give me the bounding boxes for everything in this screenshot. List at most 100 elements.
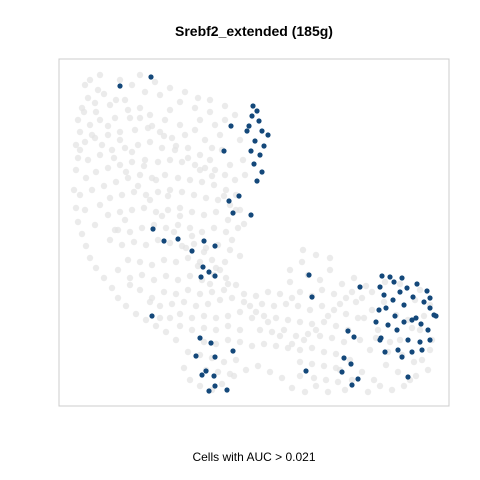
background-cell-point <box>122 168 130 176</box>
background-cell-point <box>310 374 318 382</box>
background-cell-point <box>118 241 126 249</box>
background-cell-point <box>350 274 358 282</box>
background-cell-point <box>72 204 80 212</box>
background-cell-point <box>206 280 214 288</box>
background-cell-point <box>104 164 112 172</box>
background-cell-point <box>240 220 248 228</box>
background-cell-point <box>100 274 108 282</box>
background-cell-point <box>116 161 124 169</box>
highlighted-cell-point <box>197 335 203 341</box>
background-cell-point <box>298 258 306 266</box>
background-cell-point <box>146 111 154 119</box>
background-cell-point <box>234 224 242 232</box>
background-cell-point <box>232 281 240 289</box>
background-cell-point <box>330 306 338 314</box>
background-cell-point <box>130 188 138 196</box>
highlighted-cell-point <box>149 313 155 319</box>
background-cell-point <box>176 121 184 129</box>
background-cell-point <box>380 298 388 306</box>
highlighted-cell-point <box>427 305 433 311</box>
x-axis-label: Cells with AUC > 0.021 <box>192 450 315 464</box>
background-cell-point <box>354 314 362 322</box>
background-cell-point <box>208 172 216 180</box>
background-cell-point <box>364 388 372 396</box>
background-cell-point <box>374 326 382 334</box>
highlighted-cell-point <box>357 284 363 290</box>
background-cell-point <box>82 174 90 182</box>
highlighted-cell-point <box>193 353 199 359</box>
background-cell-point <box>116 136 124 144</box>
background-cell-point <box>94 86 102 94</box>
background-cell-point <box>124 256 132 264</box>
background-cell-point <box>191 126 199 134</box>
background-cell-point <box>336 300 344 308</box>
background-cell-point <box>418 356 426 364</box>
highlighted-cell-point <box>413 315 419 321</box>
background-cell-point <box>112 178 120 186</box>
background-cell-point <box>400 382 408 390</box>
background-cell-point <box>106 101 114 109</box>
background-cell-point <box>81 81 89 89</box>
background-cell-point <box>150 276 158 284</box>
background-cell-point <box>166 314 174 322</box>
highlighted-cell-point <box>339 369 345 375</box>
background-cell-point <box>96 151 104 159</box>
background-cell-point <box>206 96 214 104</box>
background-cell-point <box>188 326 196 334</box>
background-cell-point <box>104 211 112 219</box>
background-cell-point <box>104 131 112 139</box>
background-cell-point <box>72 141 80 149</box>
background-cell-point <box>124 174 132 182</box>
background-cell-point <box>84 94 92 102</box>
background-cell-point <box>190 240 198 248</box>
background-cell-point <box>126 281 134 289</box>
background-cell-point <box>264 318 272 326</box>
background-cell-point <box>166 106 174 114</box>
background-cell-point <box>176 204 184 212</box>
background-cell-point <box>194 94 202 102</box>
background-cell-point <box>224 216 232 224</box>
background-cell-point <box>86 254 94 262</box>
background-cell-point <box>201 136 209 144</box>
background-cell-point <box>98 141 106 149</box>
background-cell-point <box>136 286 144 294</box>
background-cell-point <box>166 156 174 164</box>
background-cell-point <box>308 344 316 352</box>
background-cell-point <box>416 286 424 294</box>
background-cell-point <box>288 340 296 348</box>
background-cell-point <box>224 312 232 320</box>
background-cell-point <box>190 191 198 199</box>
background-cell-point <box>220 192 228 200</box>
background-cell-point <box>368 288 376 296</box>
highlighted-cell-point <box>345 328 351 334</box>
background-cell-point <box>74 154 82 162</box>
background-cell-point <box>308 320 316 328</box>
highlighted-cell-point <box>373 319 379 325</box>
background-cell-point <box>338 280 346 288</box>
highlighted-cell-point <box>382 349 388 355</box>
background-cell-point <box>236 136 244 144</box>
highlighted-cell-point <box>383 305 389 311</box>
background-cell-point <box>348 376 356 384</box>
background-cell-point <box>292 332 300 340</box>
highlighted-cell-point <box>228 123 234 129</box>
background-cell-point <box>136 71 144 79</box>
background-cell-point <box>188 208 196 216</box>
background-cell-point <box>176 212 184 220</box>
background-cell-point <box>142 316 150 324</box>
background-cell-point <box>106 236 114 244</box>
background-cell-point <box>201 164 209 172</box>
background-cell-point <box>386 338 394 346</box>
background-cell-point <box>268 328 276 336</box>
highlighted-cell-point <box>433 313 439 319</box>
background-cell-point <box>152 208 160 216</box>
background-cell-point <box>236 252 244 260</box>
background-cell-point <box>152 322 160 330</box>
background-cell-point <box>131 126 139 134</box>
background-cell-point <box>100 182 108 190</box>
highlighted-cell-point <box>397 289 403 295</box>
background-cell-point <box>176 322 184 330</box>
background-cell-point <box>194 262 202 270</box>
background-cell-point <box>212 208 220 216</box>
highlighted-cell-point <box>385 322 391 328</box>
